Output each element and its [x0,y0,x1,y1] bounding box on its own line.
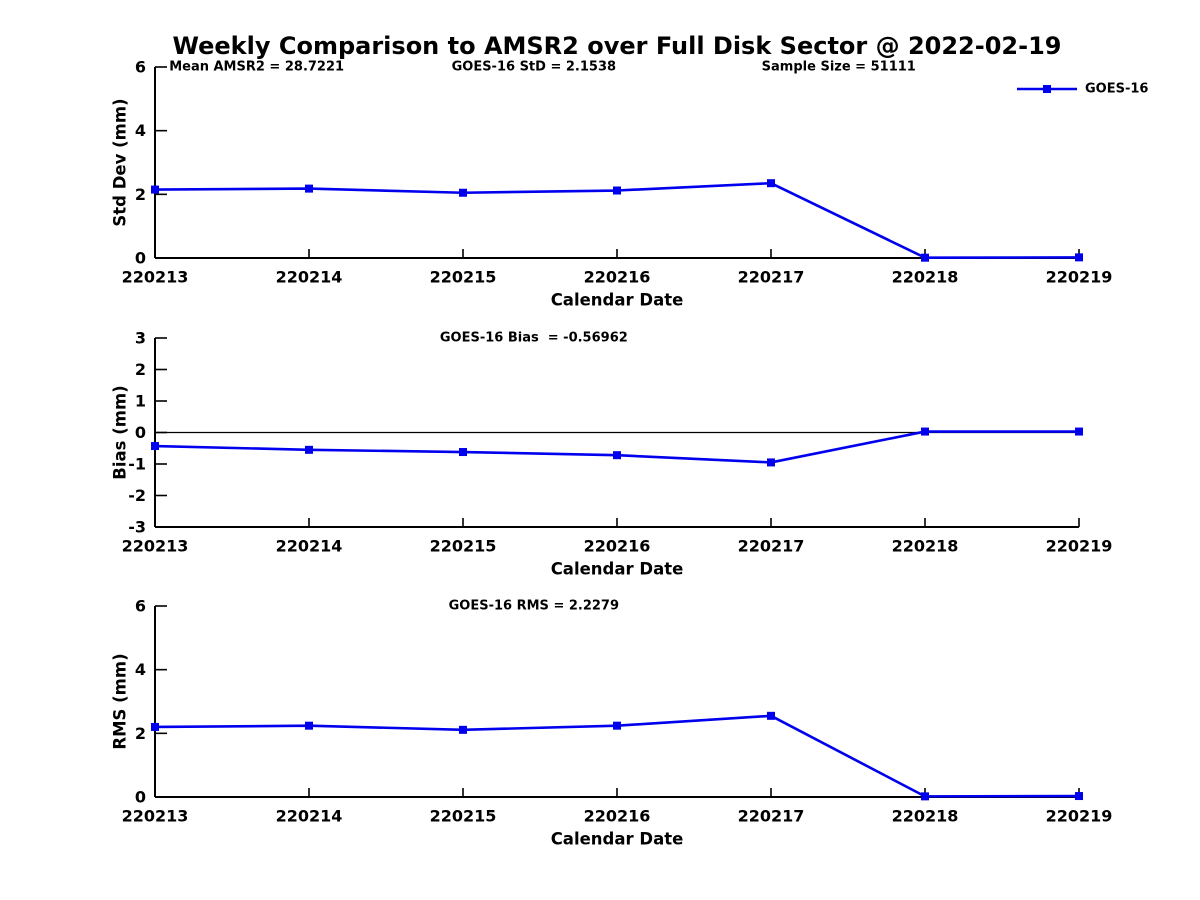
y-tick-label: 0 [135,788,146,807]
data-point-marker [921,792,929,801]
subplot-bias: -3 -2 -1 0 1 2 3 220213 220214 220215 220216 220217… [111,329,1113,579]
data-point-marker [921,427,929,436]
x-tick-label: 220218 [892,268,959,287]
y-tick-label: 4 [135,660,146,679]
x-tick-label: 220217 [738,537,805,556]
x-axis-label: Calendar Date [551,830,684,849]
x-tick-label: 220214 [276,537,343,556]
data-point-marker [767,179,775,188]
y-tick-label: 4 [135,121,146,140]
data-point-marker [459,725,467,734]
x-tick-label: 220217 [738,268,805,287]
annotation: GOES-16 RMS = 2.2279 [449,599,619,614]
chart-title: Weekly Comparison to AMSR2 over Full Dis… [173,32,1062,60]
y-axis-label: Std Dev (mm) [111,98,130,226]
y-axis-label: Bias (mm) [111,385,130,479]
subplot-rms: 0 2 4 6 220213 220214 220215 220216 220217 220218… [111,597,1113,849]
y-tick-label: -1 [128,455,146,474]
data-point-marker [613,186,621,195]
legend: GOES-16 [1017,82,1148,97]
x-tick-label: 220216 [584,268,651,287]
y-tick-label: -3 [128,518,146,537]
annotation: Mean AMSR2 = 28.7221 [169,60,344,75]
legend-label: GOES-16 [1085,82,1148,97]
x-axis-label: Calendar Date [551,291,684,310]
y-tick-label: 2 [135,360,146,379]
x-tick-label: 220215 [430,807,497,826]
subplot-std-dev: 0 2 4 6 220213 220214 220215 220216 220217 220218… [111,58,1149,310]
x-tick-label: 220215 [430,537,497,556]
x-axis-label: Calendar Date [551,560,684,579]
x-tick-label: 220216 [584,537,651,556]
data-point-marker [613,451,621,460]
x-tick-label: 220215 [430,268,497,287]
y-tick-label: 3 [135,329,146,348]
data-point-marker [459,448,467,457]
y-tick-label: 0 [135,249,146,268]
y-tick-label: 0 [135,423,146,442]
data-point-marker [305,721,313,730]
x-tick-label: 220218 [892,537,959,556]
annotation: Sample Size = 51111 [762,60,916,75]
y-tick-label: 6 [135,58,146,77]
x-tick-label: 220214 [276,807,343,826]
data-point-marker [459,188,467,197]
data-point-marker [613,721,621,730]
annotation: GOES-16 Bias = -0.56962 [440,331,628,346]
y-tick-label: 2 [135,724,146,743]
y-tick-label: 6 [135,597,146,616]
y-tick-label: -2 [128,486,146,505]
data-point-marker [1075,427,1083,436]
x-tick-label: 220218 [892,807,959,826]
x-tick-label: 220214 [276,268,343,287]
data-point-marker [151,442,159,451]
x-tick-label: 220217 [738,807,805,826]
data-point-marker [305,445,313,454]
data-point-marker [767,458,775,467]
data-point-marker [767,711,775,720]
y-tick-label: 2 [135,185,146,204]
x-tick-label: 220213 [122,807,189,826]
subplots-group: 0 2 4 6 220213 220214 220215 220216 220217 220218… [111,58,1149,849]
data-point-marker [921,253,929,262]
legend-marker [1043,85,1051,93]
data-point-marker [305,184,313,193]
data-point-marker [1075,253,1083,262]
x-tick-label: 220213 [122,268,189,287]
x-tick-label: 220213 [122,537,189,556]
x-tick-label: 220219 [1046,537,1113,556]
y-tick-label: 1 [135,392,146,411]
x-tick-label: 220219 [1046,268,1113,287]
x-tick-label: 220219 [1046,807,1113,826]
x-tick-label: 220216 [584,807,651,826]
data-point-marker [151,185,159,194]
y-axis-label: RMS (mm) [111,653,130,749]
data-point-marker [151,722,159,731]
annotation: GOES-16 StD = 2.1538 [452,60,616,75]
data-point-marker [1075,792,1083,801]
